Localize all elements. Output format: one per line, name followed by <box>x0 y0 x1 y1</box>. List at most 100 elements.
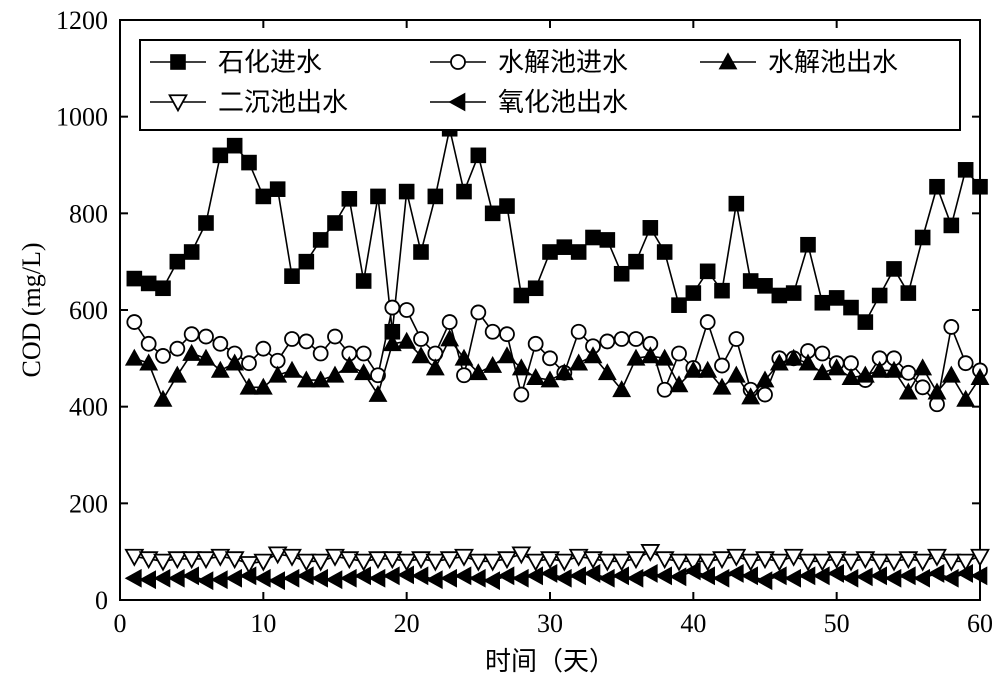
series-marker-s2 <box>629 332 643 346</box>
series-marker-s1 <box>428 189 442 203</box>
y-tick-label: 1000 <box>56 103 108 132</box>
series-marker-s2 <box>514 388 528 402</box>
series-marker-s1 <box>500 199 514 213</box>
series-marker-s2 <box>672 347 686 361</box>
series-marker-s1 <box>944 218 958 232</box>
series-marker-s1 <box>643 221 657 235</box>
series-marker-s1 <box>901 286 915 300</box>
series-marker-s2 <box>572 325 586 339</box>
series-marker-s2 <box>414 332 428 346</box>
series-marker-s1 <box>787 286 801 300</box>
legend-label-s3: 水解池出水 <box>768 48 898 77</box>
series-marker-s1 <box>514 289 528 303</box>
series-marker-s1 <box>801 238 815 252</box>
series-marker-s2 <box>916 380 930 394</box>
series-marker-s1 <box>772 289 786 303</box>
series-marker-s2 <box>285 332 299 346</box>
x-axis-label: 时间（天） <box>485 647 615 676</box>
series-marker-s1 <box>887 262 901 276</box>
series-marker-s2 <box>185 327 199 341</box>
series-marker-s1 <box>127 272 141 286</box>
series-marker-s2 <box>543 351 557 365</box>
series-marker-s1 <box>973 180 987 194</box>
x-tick-label: 20 <box>394 609 420 638</box>
series-marker-s2 <box>400 303 414 317</box>
series-marker-s1 <box>285 269 299 283</box>
y-tick-label: 800 <box>69 199 108 228</box>
series-marker-s1 <box>758 279 772 293</box>
series-marker-s2 <box>658 383 672 397</box>
series-marker-s1 <box>557 240 571 254</box>
y-tick-label: 400 <box>69 393 108 422</box>
series-marker-s2 <box>815 347 829 361</box>
series-marker-s1 <box>486 206 500 220</box>
series-marker-s1 <box>342 192 356 206</box>
series-marker-s1 <box>701 264 715 278</box>
series-marker-s2 <box>715 359 729 373</box>
series-marker-s2 <box>213 337 227 351</box>
x-tick-label: 0 <box>114 609 127 638</box>
series-marker-s1 <box>156 281 170 295</box>
series-marker-s1 <box>199 216 213 230</box>
series-marker-s2 <box>199 330 213 344</box>
y-tick-label: 600 <box>69 296 108 325</box>
series-marker-s1 <box>543 245 557 259</box>
series-marker-s1 <box>629 255 643 269</box>
legend-label-s1: 石化进水 <box>218 48 322 77</box>
series-marker-s1 <box>729 197 743 211</box>
series-marker-s1 <box>242 156 256 170</box>
series-marker-s1 <box>672 298 686 312</box>
cod-time-chart: 0102030405060020040060080010001200时间（天）C… <box>0 0 1000 694</box>
series-marker-s1 <box>600 233 614 247</box>
series-marker-s2 <box>127 315 141 329</box>
series-marker-s2 <box>500 327 514 341</box>
series-marker-s2 <box>242 356 256 370</box>
series-marker-s2 <box>471 305 485 319</box>
series-marker-s2 <box>959 356 973 370</box>
series-marker-s1 <box>815 296 829 310</box>
series-marker-s1 <box>873 289 887 303</box>
series-marker-s2 <box>529 337 543 351</box>
series-marker-s1 <box>615 267 629 281</box>
series-marker-s2 <box>385 301 399 315</box>
y-tick-label: 0 <box>95 586 108 615</box>
series-marker-s1 <box>299 255 313 269</box>
series-marker-s2 <box>600 334 614 348</box>
legend-label-s4: 二沉池出水 <box>218 88 348 117</box>
series-marker-s1 <box>686 286 700 300</box>
series-marker-s1 <box>228 139 242 153</box>
series-marker-s1 <box>471 148 485 162</box>
series-marker-s2 <box>457 368 471 382</box>
series-marker-s1 <box>572 245 586 259</box>
x-tick-label: 50 <box>824 609 850 638</box>
series-marker-s1 <box>529 281 543 295</box>
series-marker-s1 <box>170 255 184 269</box>
series-marker-s2 <box>299 334 313 348</box>
series-marker-s1 <box>142 276 156 290</box>
series-marker-s1 <box>328 216 342 230</box>
series-marker-s1 <box>371 189 385 203</box>
series-marker-s1 <box>457 185 471 199</box>
series-marker-s2 <box>944 320 958 334</box>
series-marker-s1 <box>213 148 227 162</box>
series-marker-s1 <box>715 284 729 298</box>
series-marker-s1 <box>414 245 428 259</box>
series-marker-s1 <box>271 182 285 196</box>
legend-label-s5: 氧化池出水 <box>498 88 628 117</box>
series-marker-s1 <box>744 274 758 288</box>
series-marker-s1 <box>658 245 672 259</box>
series-marker-s1 <box>858 315 872 329</box>
series-marker-s1 <box>185 245 199 259</box>
series-marker-s1 <box>959 163 973 177</box>
series-marker-s2 <box>156 349 170 363</box>
series-marker-s1 <box>314 233 328 247</box>
series-marker-s2 <box>170 342 184 356</box>
series-marker-s1 <box>916 231 930 245</box>
series-marker-s1 <box>930 180 944 194</box>
series-marker-s1 <box>830 291 844 305</box>
x-tick-label: 60 <box>967 609 993 638</box>
series-marker-s1 <box>844 301 858 315</box>
series-marker-s2 <box>357 347 371 361</box>
series-marker-s1 <box>357 274 371 288</box>
series-marker-s2 <box>615 332 629 346</box>
